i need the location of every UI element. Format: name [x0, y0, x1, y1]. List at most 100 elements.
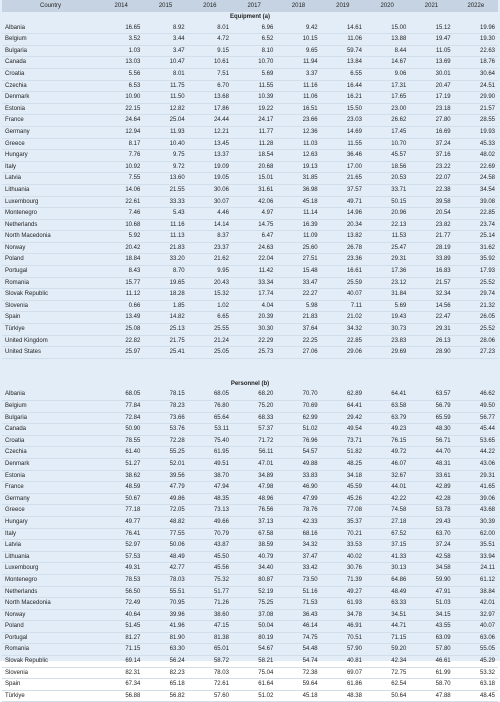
- column-header: 2019: [320, 0, 365, 12]
- value-cell: 80.19: [231, 632, 277, 645]
- section-row: Equipment (a): [2, 12, 498, 23]
- country-cell: North Macedonia: [2, 597, 99, 610]
- value-cell: 25.52: [453, 277, 498, 290]
- value-cell: 10.40: [143, 138, 188, 151]
- value-cell: 32.67: [364, 470, 410, 483]
- value-cell: 70.51: [320, 632, 365, 645]
- value-cell: 45.57: [364, 149, 410, 162]
- value-cell: 37.15: [364, 539, 410, 552]
- value-cell: 22.25: [276, 335, 321, 348]
- value-cell: 63.30: [143, 643, 188, 657]
- value-cell: 53.78: [409, 504, 454, 517]
- value-cell: 18.54: [231, 149, 277, 162]
- value-cell: 20.96: [364, 207, 410, 220]
- value-cell: 13.84: [320, 56, 365, 69]
- data-row: Albania 16.65 8.92 8.01 6.96 9.42 14.61 15.00 15…: [2, 22, 498, 35]
- value-cell: 42.34: [364, 655, 410, 668]
- value-cell: 70.69: [276, 400, 321, 413]
- data-row: United Kingdom 22.82 21.75 21.24 22.29 22.25 2…: [2, 335, 498, 348]
- value-cell: 19.13: [276, 161, 321, 174]
- value-cell: 16.21: [320, 91, 365, 104]
- country-cell: Belgium: [2, 33, 99, 46]
- value-cell: 14.82: [143, 311, 188, 325]
- country-cell: Greece: [2, 138, 99, 151]
- value-cell: 6.96: [231, 22, 277, 35]
- value-cell: 40.79: [231, 551, 277, 564]
- section-title: Equipment (a): [230, 14, 270, 20]
- value-cell: 22.13: [364, 219, 410, 232]
- value-cell: 31.84: [364, 288, 410, 301]
- value-cell: 16.51: [276, 103, 321, 116]
- value-cell: 6.55: [320, 68, 365, 81]
- value-cell: 12.82: [143, 103, 188, 116]
- value-cell: 34.32: [276, 539, 321, 552]
- value-cell: 20.34: [320, 219, 365, 232]
- value-cell: 50.90: [99, 423, 144, 436]
- value-cell: 45.44: [453, 423, 498, 436]
- country-cell: Belgium: [2, 400, 99, 413]
- value-cell: 48.38: [320, 690, 365, 702]
- country-cell: Luxembourg: [2, 562, 99, 575]
- value-cell: 38.59: [231, 539, 277, 552]
- value-cell: 71.53: [276, 597, 321, 610]
- value-cell: 21.83: [143, 242, 188, 255]
- value-cell: 58.21: [231, 655, 277, 668]
- value-cell: 42.58: [409, 551, 454, 564]
- value-cell: 56.79: [409, 400, 454, 413]
- value-cell: 25.04: [143, 114, 188, 127]
- value-cell: 24.63: [231, 242, 277, 255]
- value-cell: 23.18: [409, 103, 454, 116]
- value-cell: 26.13: [409, 335, 454, 348]
- value-cell: 72.38: [276, 667, 321, 680]
- value-cell: 82.31: [99, 667, 144, 680]
- value-cell: 39.06: [453, 493, 498, 506]
- country-cell: France: [2, 114, 99, 127]
- value-cell: 22.38: [409, 184, 454, 197]
- country-cell: Albania: [2, 22, 99, 35]
- value-cell: 71.26: [187, 597, 232, 610]
- value-cell: 76.41: [99, 528, 144, 541]
- column-header: 2016: [187, 0, 232, 12]
- value-cell: 63.33: [364, 597, 410, 610]
- value-cell: 30.30: [231, 323, 277, 336]
- value-cell: 13.37: [187, 149, 232, 162]
- value-cell: 17.86: [187, 103, 232, 116]
- value-cell: 25.60: [276, 242, 321, 255]
- value-cell: 73.13: [187, 504, 232, 517]
- value-cell: 19.93: [453, 126, 498, 139]
- value-cell: 40.81: [320, 655, 365, 668]
- value-cell: 6.53: [99, 80, 144, 93]
- value-cell: 57.90: [320, 643, 365, 657]
- value-cell: 23.83: [364, 335, 410, 348]
- value-cell: 10.47: [143, 56, 188, 69]
- value-cell: 46.61: [409, 655, 454, 668]
- value-cell: 25.52: [453, 323, 498, 336]
- value-cell: 17.65: [364, 91, 410, 104]
- value-cell: 3.44: [143, 33, 188, 46]
- value-cell: 42.28: [409, 493, 454, 506]
- value-cell: 32.34: [409, 288, 454, 301]
- value-cell: 7.46: [99, 207, 144, 220]
- data-row: Norway 40.64 39.96 38.60 37.08 36.43 34.78 34.5…: [2, 609, 498, 622]
- value-cell: 47.94: [187, 481, 232, 494]
- value-cell: 7.51: [187, 68, 232, 81]
- value-cell: 31.62: [453, 242, 498, 255]
- column-header: 2018: [276, 0, 321, 12]
- value-cell: 72.84: [99, 412, 144, 425]
- value-cell: 34.54: [453, 184, 498, 197]
- data-row: Latvia 7.55 13.60 19.05 15.01 31.85 21.65 20.53…: [2, 172, 498, 185]
- value-cell: 29.06: [320, 346, 365, 359]
- value-cell: 51.16: [276, 586, 321, 599]
- value-cell: 6.65: [187, 311, 232, 325]
- value-cell: 48.49: [364, 586, 410, 599]
- value-cell: 78.03: [187, 667, 232, 680]
- value-cell: 78.03: [143, 574, 188, 587]
- value-cell: 33.53: [320, 539, 365, 552]
- value-cell: 34.58: [409, 562, 454, 575]
- value-cell: 9.42: [276, 22, 321, 35]
- country-cell: Romania: [2, 277, 99, 290]
- value-cell: 81.38: [187, 632, 232, 645]
- value-cell: 61.86: [320, 678, 365, 691]
- value-cell: 48.35: [187, 493, 232, 506]
- value-cell: 26.05: [453, 311, 498, 325]
